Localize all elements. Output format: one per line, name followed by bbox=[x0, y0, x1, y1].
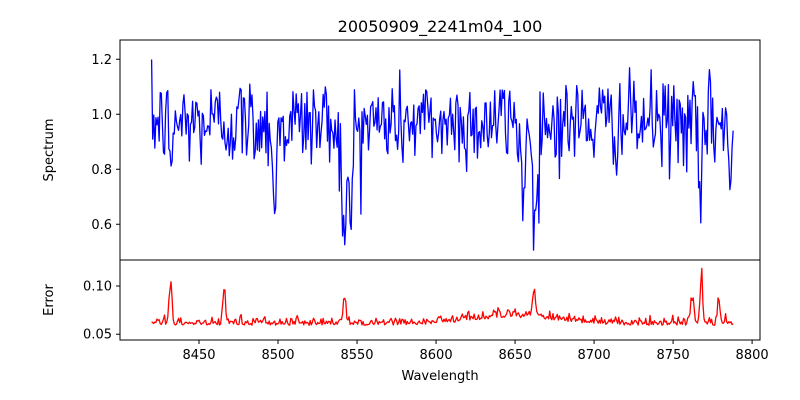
error-panel: 0.05 0.10 8450 8500 8550 8600 8650 8700 8750 880… bbox=[42, 259, 769, 384]
spectrum-ylabel: Spectrum bbox=[42, 119, 57, 182]
error-xtick-label: 8600 bbox=[420, 348, 453, 363]
spectrum-series bbox=[150, 59, 734, 251]
error-xtick-label: 8750 bbox=[657, 348, 690, 363]
error-xtick-label: 8700 bbox=[578, 348, 611, 363]
error-axes-frame bbox=[119, 259, 761, 341]
spectrum-yticks: 0.6 0.8 1.0 1.2 bbox=[91, 53, 120, 233]
error-xticks: 8450 8500 8550 8600 8650 8700 8750 8800 bbox=[182, 340, 769, 363]
error-ytick-label: 0.05 bbox=[83, 328, 112, 343]
error-xtick-label: 8550 bbox=[340, 348, 373, 363]
error-ylabel: Error bbox=[42, 284, 57, 316]
error-series-line bbox=[151, 267, 734, 326]
error-series bbox=[151, 267, 734, 326]
spectrum-ytick-label: 1.0 bbox=[91, 108, 112, 123]
spectrum-ytick-label: 0.8 bbox=[91, 163, 112, 178]
error-xtick-label: 8650 bbox=[499, 348, 532, 363]
error-xtick-label: 8450 bbox=[182, 348, 215, 363]
error-xlabel: Wavelength bbox=[401, 369, 478, 384]
error-ytick-label: 0.10 bbox=[83, 280, 112, 295]
error-yticks: 0.05 0.10 bbox=[83, 280, 120, 343]
chart-title: 20050909_2241m04_100 bbox=[338, 17, 543, 37]
spectrum-ytick-label: 0.6 bbox=[91, 218, 112, 233]
error-xtick-label: 8800 bbox=[736, 348, 769, 363]
error-xtick-label: 8500 bbox=[261, 348, 294, 363]
spectrum-series-line bbox=[150, 59, 734, 251]
spectrum-ytick-label: 1.2 bbox=[91, 53, 112, 68]
